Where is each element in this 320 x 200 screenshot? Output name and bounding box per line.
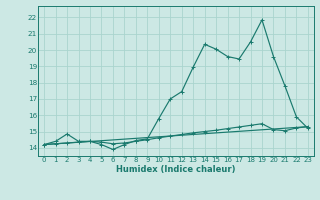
X-axis label: Humidex (Indice chaleur): Humidex (Indice chaleur) bbox=[116, 165, 236, 174]
